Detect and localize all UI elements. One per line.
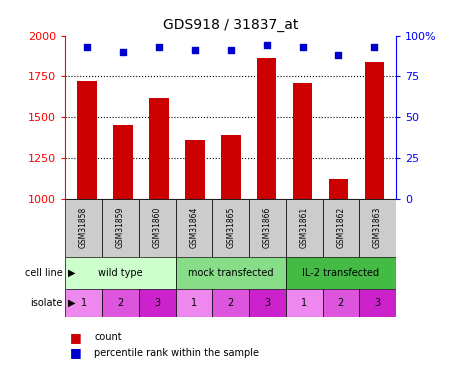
Point	[191, 47, 198, 53]
Text: 2: 2	[117, 298, 123, 308]
Bar	[212, 199, 249, 257]
Bar	[286, 199, 323, 257]
Text: mock transfected: mock transfected	[188, 268, 274, 278]
Bar	[185, 140, 205, 362]
Text: 1: 1	[301, 298, 307, 308]
Bar	[212, 289, 249, 317]
Bar	[364, 62, 384, 362]
Text: IL-2 transfected: IL-2 transfected	[302, 268, 379, 278]
Text: 3: 3	[154, 298, 160, 308]
Text: wild type: wild type	[98, 268, 143, 278]
Text: 2: 2	[338, 298, 344, 308]
Bar	[102, 289, 139, 317]
Text: 3: 3	[264, 298, 270, 308]
Text: cell line: cell line	[25, 268, 63, 278]
Bar	[113, 125, 133, 362]
Bar	[359, 289, 396, 317]
Bar	[77, 81, 97, 362]
Bar	[328, 179, 348, 362]
Text: 1: 1	[191, 298, 197, 308]
Point	[371, 44, 378, 50]
Point	[299, 44, 306, 50]
Text: GSM31858: GSM31858	[79, 207, 88, 249]
Point	[83, 44, 90, 50]
Bar	[292, 83, 312, 362]
Point	[263, 42, 270, 48]
Bar	[249, 289, 286, 317]
Bar	[176, 289, 212, 317]
Text: percentile rank within the sample: percentile rank within the sample	[94, 348, 260, 357]
Text: 3: 3	[374, 298, 381, 308]
Text: ■: ■	[70, 346, 81, 359]
Text: 1: 1	[81, 298, 87, 308]
Text: GSM31863: GSM31863	[373, 207, 382, 249]
Text: isolate: isolate	[31, 298, 63, 308]
Bar	[176, 199, 212, 257]
Bar	[139, 289, 176, 317]
Point	[335, 52, 342, 58]
Bar	[176, 257, 286, 289]
Bar	[65, 199, 102, 257]
Point	[227, 47, 234, 53]
Bar	[139, 199, 176, 257]
Text: ■: ■	[70, 331, 81, 344]
Text: GSM31866: GSM31866	[263, 207, 272, 249]
Text: GSM31861: GSM31861	[300, 207, 309, 249]
Text: GSM31865: GSM31865	[226, 207, 235, 249]
Bar	[65, 289, 102, 317]
Bar	[286, 289, 323, 317]
Text: ▶: ▶	[68, 268, 75, 278]
Text: GSM31859: GSM31859	[116, 207, 125, 249]
Bar	[323, 199, 359, 257]
Text: count: count	[94, 333, 122, 342]
Text: GSM31860: GSM31860	[153, 207, 162, 249]
Title: GDS918 / 31837_at: GDS918 / 31837_at	[163, 18, 298, 32]
Text: 2: 2	[228, 298, 234, 308]
Bar	[359, 199, 396, 257]
Point	[155, 44, 162, 50]
Bar	[149, 98, 169, 362]
Bar	[221, 135, 240, 362]
Bar	[323, 289, 359, 317]
Bar	[256, 58, 276, 362]
Bar	[286, 257, 396, 289]
Text: ▶: ▶	[68, 298, 75, 308]
Bar	[102, 199, 139, 257]
Text: GSM31864: GSM31864	[189, 207, 198, 249]
Text: GSM31862: GSM31862	[337, 207, 346, 249]
Point	[119, 49, 126, 55]
Bar	[249, 199, 286, 257]
Bar	[65, 257, 176, 289]
